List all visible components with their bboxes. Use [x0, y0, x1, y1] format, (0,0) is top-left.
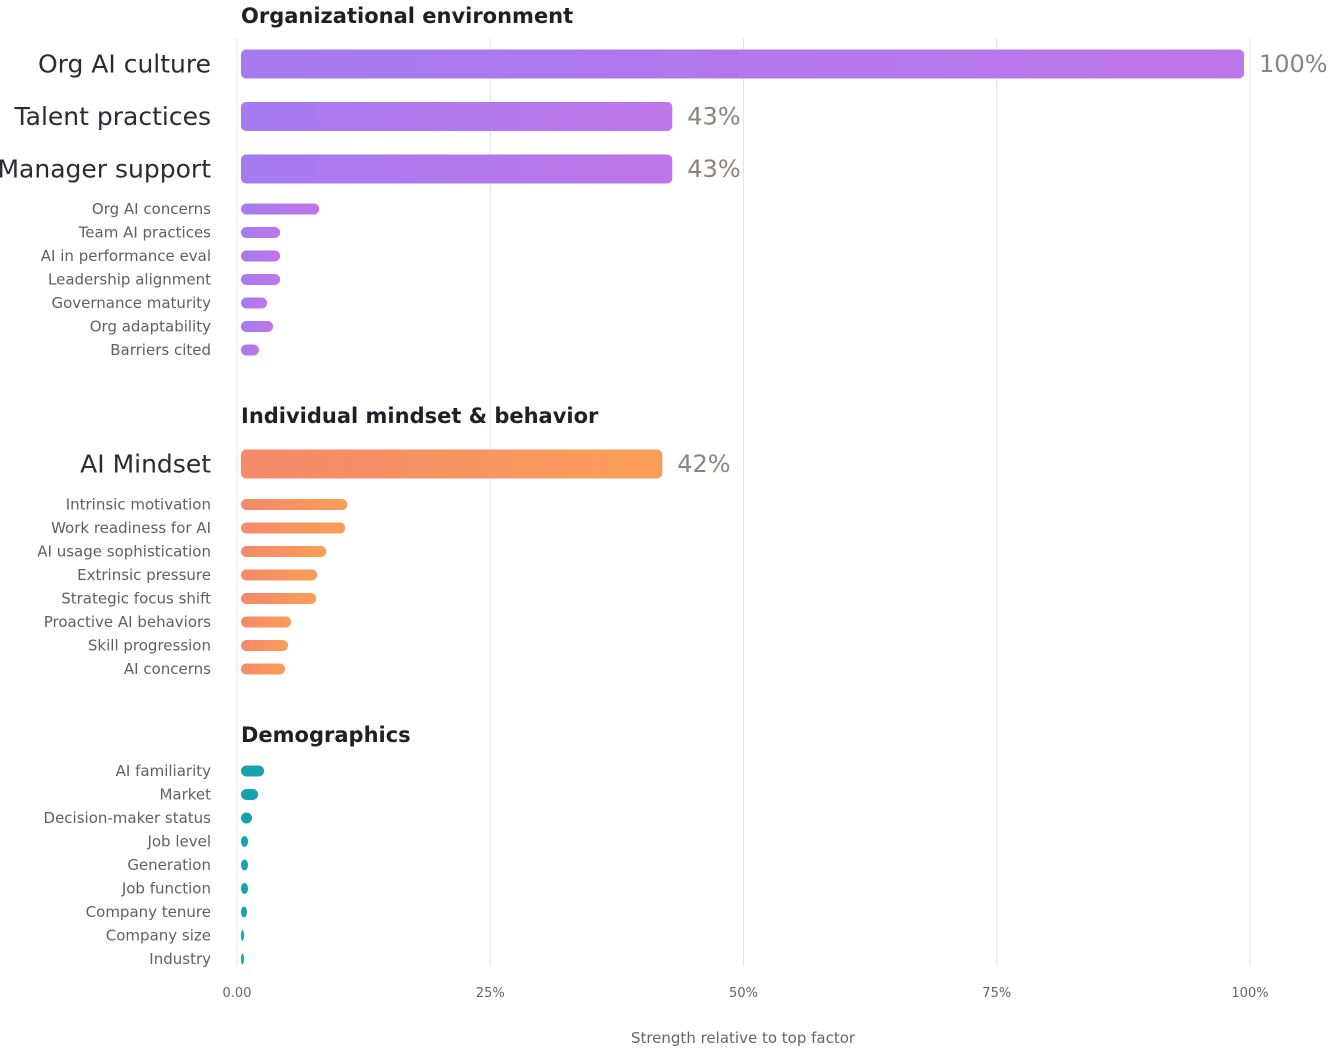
bar [241, 569, 318, 581]
category-label: Strategic focus shift [61, 590, 211, 608]
category-label: Manager support [0, 155, 211, 184]
bar [241, 812, 253, 824]
category-label: Org AI concerns [92, 200, 211, 218]
bar [241, 640, 289, 651]
bar [241, 321, 274, 332]
bar [241, 250, 281, 262]
x-tick-label: 0.00 [223, 986, 252, 1001]
data-label: 42% [677, 450, 730, 478]
category-label: Talent practices [14, 102, 211, 131]
bar [241, 449, 663, 479]
category-label: AI familiarity [116, 762, 211, 780]
bar [241, 593, 317, 604]
data-label: 43% [687, 155, 740, 183]
category-label: AI usage sophistication [37, 543, 211, 561]
bar [241, 344, 260, 356]
x-tick-label: 50% [729, 986, 758, 1001]
category-label: Org AI culture [38, 50, 211, 79]
bar [241, 102, 673, 131]
data-label: 43% [687, 103, 740, 131]
section-title: Organizational environment [241, 4, 573, 28]
category-label: AI concerns [124, 660, 211, 678]
category-label: Extrinsic pressure [77, 566, 211, 584]
category-label: Proactive AI behaviors [44, 613, 211, 631]
category-label: Industry [149, 950, 211, 968]
bar [241, 789, 259, 800]
category-label: Barriers cited [110, 341, 211, 359]
bar [241, 203, 320, 215]
data-label: 100% [1259, 50, 1328, 78]
bar [241, 49, 1244, 79]
x-axis: 0.00 25% 50% 75% 100% [223, 986, 1269, 1001]
category-label: Decision-maker status [44, 809, 212, 827]
category-label: Market [159, 786, 211, 804]
bar [241, 765, 265, 777]
labels: Organizational environment Org AI culture… [0, 4, 1328, 968]
category-label: Job function [121, 880, 211, 898]
bar [241, 836, 249, 847]
gridlines [236, 38, 1251, 966]
x-tick-label: 25% [476, 986, 505, 1001]
bar [241, 154, 673, 184]
category-label: Leadership alignment [48, 271, 211, 289]
bar [241, 274, 281, 285]
category-label: Generation [127, 856, 211, 874]
category-label: Company size [106, 927, 211, 945]
section-title: Demographics [241, 723, 411, 747]
bar [241, 522, 346, 534]
bar [241, 663, 286, 675]
category-label: Skill progression [88, 637, 211, 655]
bar [241, 953, 244, 965]
category-label: Org adaptability [90, 318, 211, 336]
bar [241, 930, 245, 941]
category-label: Governance maturity [51, 294, 211, 312]
category-label: AI in performance eval [41, 247, 211, 265]
bar [241, 499, 348, 510]
bars [241, 49, 1244, 965]
bar [241, 883, 249, 894]
category-label: Job level [146, 833, 211, 851]
bar [241, 906, 248, 918]
x-axis-title: Strength relative to top factor [631, 1029, 856, 1047]
bar [241, 859, 249, 871]
section-title: Individual mindset & behavior [241, 404, 599, 428]
x-tick-label: 100% [1231, 986, 1268, 1001]
category-label: Work readiness for AI [51, 519, 211, 537]
bar [241, 227, 281, 238]
category-label: Team AI practices [78, 224, 212, 242]
category-label: Intrinsic motivation [66, 496, 211, 514]
bar [241, 616, 292, 628]
category-label: AI Mindset [80, 450, 211, 479]
bar [241, 297, 268, 309]
bar [241, 546, 327, 557]
category-label: Company tenure [86, 903, 211, 921]
x-tick-label: 75% [982, 986, 1011, 1001]
